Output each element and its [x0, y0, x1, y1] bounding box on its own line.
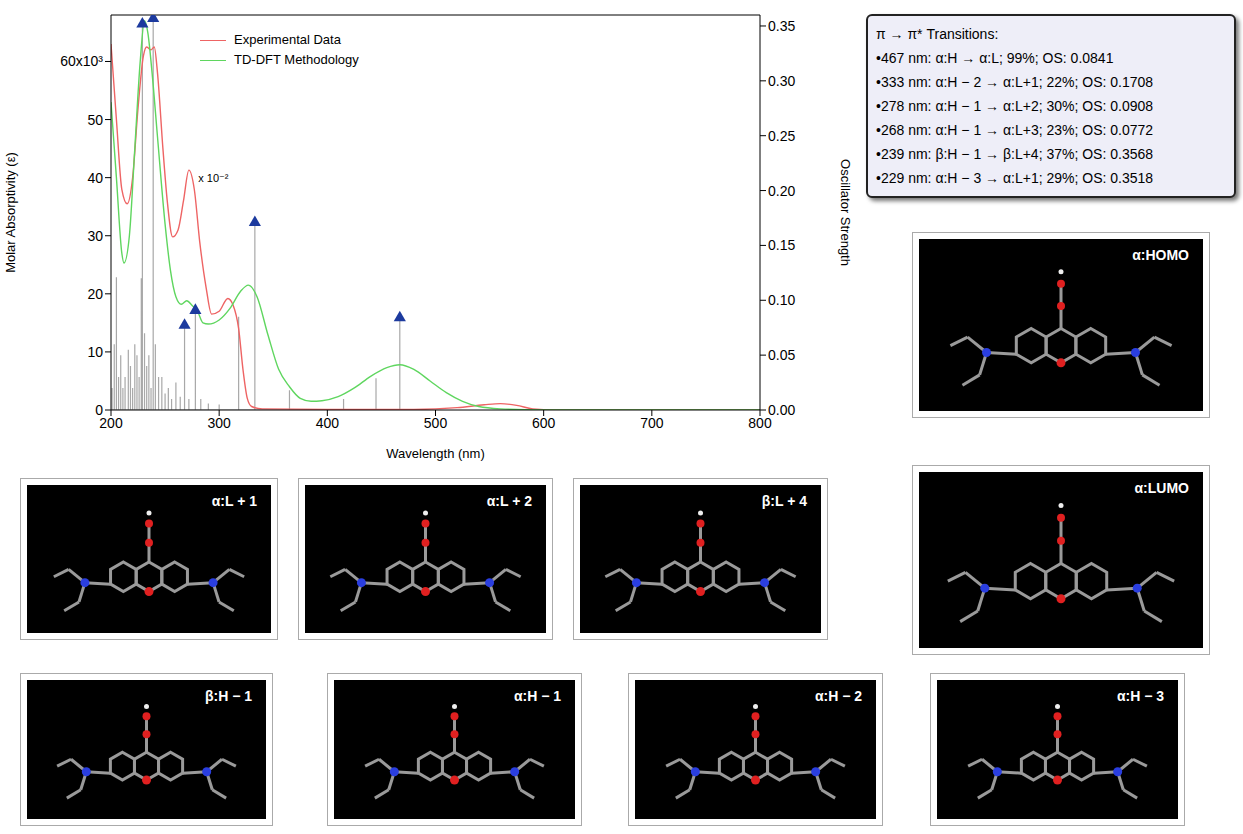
- html-text:Experimental Data: Experimental Data: [234, 32, 341, 47]
- html-text:•239 nm: β:H − 1 → β:L+4; 37%;: •239 nm: β:H − 1 → β:L+4; 37%; OS: 0.356…: [876, 146, 1153, 162]
- svg-text:Wavelength (nm): Wavelength (nm): [386, 446, 485, 461]
- html-text:α:LUMO: α:LUMO: [1134, 480, 1189, 496]
- svg-text:40: 40: [87, 170, 103, 186]
- svg-text:60x10³: 60x10³: [60, 53, 103, 69]
- svg-text:x 10⁻²: x 10⁻²: [198, 172, 229, 184]
- html-text:α:HOMO: α:HOMO: [1132, 247, 1189, 263]
- svg-text:0.30: 0.30: [768, 73, 795, 89]
- html-text:α:L + 1: α:L + 1: [211, 493, 257, 509]
- svg-text:Molar Absorptivity (ε): Molar Absorptivity (ε): [3, 152, 18, 273]
- svg-text:500: 500: [424, 415, 448, 431]
- html-text:α:H − 3: α:H − 3: [1116, 688, 1164, 704]
- svg-text:50: 50: [87, 112, 103, 128]
- html-text:α:L + 2: α:L + 2: [486, 493, 532, 509]
- svg-text:0.35: 0.35: [768, 18, 795, 34]
- html-text:•268 nm: α:H − 1 → α:L+3; 23%;: •268 nm: α:H − 1 → α:L+3; 23%; OS: 0.077…: [876, 122, 1154, 138]
- svg-text:600: 600: [532, 415, 556, 431]
- svg-text:300: 300: [207, 415, 231, 431]
- svg-text:0.10: 0.10: [768, 292, 795, 308]
- html-text:β:L + 4: β:L + 4: [761, 493, 807, 509]
- svg-text:0.00: 0.00: [768, 402, 795, 418]
- html-text:α:H − 2: α:H − 2: [814, 688, 862, 704]
- svg-text:700: 700: [640, 415, 664, 431]
- svg-text:10: 10: [87, 344, 103, 360]
- svg-text:0: 0: [95, 402, 103, 418]
- html-text:α:H − 1: α:H − 1: [513, 688, 561, 704]
- svg-text:0.20: 0.20: [768, 183, 795, 199]
- html-text:•467 nm: α:H → α:L; 99%; OS: 0: •467 nm: α:H → α:L; 99%; OS: 0.0841: [876, 50, 1114, 66]
- svg-text:Oscillator Strength: Oscillator Strength: [838, 159, 853, 266]
- svg-text:20: 20: [87, 286, 103, 302]
- html-text:π → π* Transitions:: π → π* Transitions:: [876, 26, 999, 42]
- html-text:•229 nm: α:H − 3 → α:L+1; 29%;: •229 nm: α:H − 3 → α:L+1; 29%; OS: 0.351…: [876, 170, 1154, 186]
- svg-text:0.05: 0.05: [768, 347, 795, 363]
- svg-text:200: 200: [99, 414, 123, 431]
- svg-text:30: 30: [87, 228, 103, 244]
- svg-text:800: 800: [748, 414, 772, 431]
- html-text:TD-DFT Methodology: TD-DFT Methodology: [234, 52, 359, 67]
- svg-text:400: 400: [316, 415, 340, 431]
- html-text:β:H − 1: β:H − 1: [204, 688, 252, 704]
- html-text:•278 nm: α:H − 1 → α:L+2; 30%;: •278 nm: α:H − 1 → α:L+2; 30%; OS: 0.090…: [876, 98, 1154, 114]
- html-text:•333 nm: α:H − 2 → α:L+1; 22%;: •333 nm: α:H − 2 → α:L+1; 22%; OS: 0.170…: [876, 74, 1154, 90]
- svg-text:0.25: 0.25: [768, 128, 795, 144]
- svg-text:0.15: 0.15: [768, 237, 795, 253]
